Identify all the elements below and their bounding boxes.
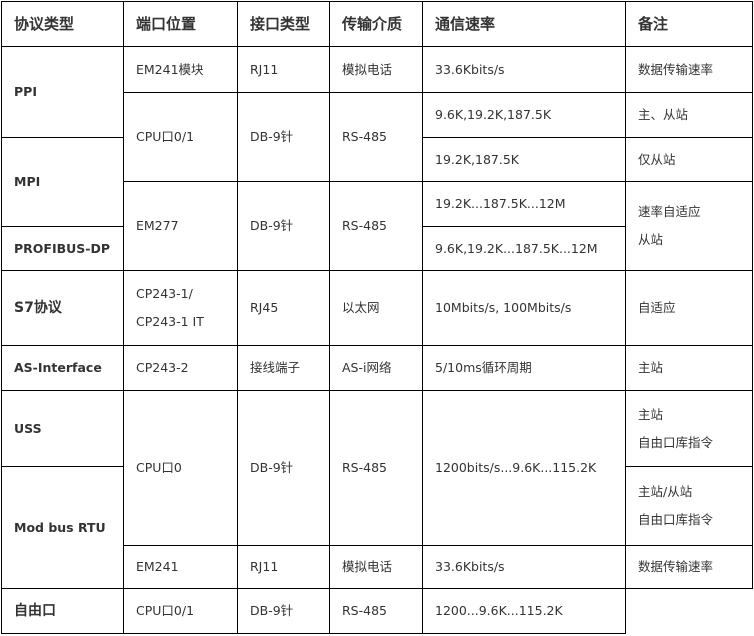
header-cell: 协议类型: [1, 1, 124, 47]
media-cell: 模拟电话: [329, 46, 423, 93]
header-cell: 端口位置: [123, 1, 238, 47]
note-cell: 主站 自由口库指令: [625, 390, 753, 467]
protocol-cell: USS: [1, 390, 124, 467]
interface-cell: RJ45: [237, 270, 330, 346]
media-cell: RS-485: [329, 181, 423, 271]
note-line: 自由口库指令: [638, 434, 714, 450]
media-cell: RS-485: [329, 588, 423, 634]
note-cell: 仅从站: [625, 137, 753, 182]
note-line: 自由口库指令: [638, 512, 714, 527]
interface-cell: 接线端子: [237, 345, 330, 391]
note-cell: 主站/从站自由口库指令: [625, 466, 753, 546]
rate-cell: 33.6Kbits/s: [422, 545, 626, 589]
protocol-cell: PROFIBUS-DP: [1, 226, 124, 271]
table-row: AS-Interface CP243-2 接线端子 AS-i网络 5/10ms循…: [1, 345, 753, 391]
header-cell: 传输介质: [329, 1, 423, 47]
rate-cell: 19.2K,187.5K: [422, 137, 626, 182]
table-row: USS CPU口0 DB-9针 RS-485 1200bits/s...9.6K…: [1, 390, 753, 546]
interface-cell: DB-9针: [237, 390, 330, 546]
media-cell: 以太网: [329, 270, 423, 346]
table-row: EM277 DB-9针 RS-485 19.2K...187.5K...12M …: [2, 181, 753, 271]
table-row: Mod bus RTU 主站/从站自由口库指令: [1, 466, 753, 589]
note-line: 主站/从站: [638, 484, 693, 499]
header-cell: 通信速率: [422, 1, 626, 47]
port-cell: EM277: [123, 181, 238, 271]
table-row: PPI EM241模块 RJ11 模拟电话 33.6Kbits/s 数据传输速率: [1, 46, 753, 138]
rate-cell: 9.6K,19.2K...187.5K...12M: [422, 226, 626, 271]
port-cell: CPU口0: [123, 390, 238, 546]
note-line: 从站: [638, 232, 664, 247]
rate-cell: 10Mbits/s, 100Mbits/s: [422, 270, 626, 346]
table-row: EM241 RJ11 模拟电话 33.6Kbits/s 数据传输速率: [2, 545, 753, 589]
media-cell: RS-485: [329, 92, 423, 182]
table-row: S7协议 CP243-1/CP243-1 IT RJ45 以太网 10Mbits…: [1, 270, 753, 346]
port-cell: CPU口0/1: [123, 92, 238, 182]
table-row: PROFIBUS-DP 9.6K,19.2K...187.5K...12M: [1, 226, 753, 271]
port-cell: CPU口0/1: [123, 588, 238, 634]
header-row: 协议类型 端口位置 接口类型 传输介质 通信速率 备注: [1, 1, 753, 47]
port-cell: CP243-1/CP243-1 IT: [123, 270, 238, 346]
media-cell: AS-i网络: [329, 345, 423, 391]
protocol-cell: S7协议: [1, 270, 124, 346]
port-cell: CP243-2: [123, 345, 238, 391]
interface-cell: DB-9针: [237, 588, 330, 634]
interface-cell: RJ11: [237, 46, 330, 93]
media-cell: 模拟电话: [329, 545, 423, 589]
protocol-cell: Mod bus RTU: [1, 466, 124, 589]
rate-cell: 33.6Kbits/s: [422, 46, 626, 93]
rate-cell: 1200...9.6K...115.2K: [422, 588, 626, 634]
header-cell: 接口类型: [237, 1, 330, 47]
note-cell: 自适应: [625, 270, 753, 346]
header-cell: 备注: [625, 1, 753, 47]
note-cell: 主站: [625, 345, 753, 391]
port-cell: EM241模块: [123, 46, 238, 93]
rate-cell: 1200bits/s...9.6K...115.2K: [422, 390, 626, 546]
rate-cell: 5/10ms循环周期: [422, 345, 626, 391]
interface-cell: RJ11: [237, 545, 330, 589]
note-line: 速率自适应: [638, 204, 701, 219]
note-line: 主站: [638, 406, 664, 422]
table-row: 自由口 CPU口0/1 DB-9针 RS-485 1200...9.6K...1…: [1, 588, 753, 634]
note-cell: 主、从站: [625, 92, 753, 138]
protocol-cell: AS-Interface: [1, 345, 124, 391]
table-row: MPI 19.2K,187.5K 仅从站: [1, 137, 753, 227]
media-cell: RS-485: [329, 390, 423, 546]
note-cell: 速率自适应 从站: [625, 181, 753, 271]
protocol-cell: 自由口: [1, 588, 124, 634]
port-cell: EM241: [123, 545, 238, 589]
interface-cell: DB-9针: [237, 92, 330, 182]
note-cell: 数据传输速率: [625, 545, 753, 589]
interface-cell: DB-9针: [237, 181, 330, 271]
rate-cell: 19.2K...187.5K...12M: [422, 181, 626, 227]
rate-cell: 9.6K,19.2K,187.5K: [422, 92, 626, 138]
note-cell: 数据传输速率: [625, 46, 753, 93]
protocol-cell: MPI: [1, 137, 124, 227]
protocol-cell: PPI: [1, 46, 124, 138]
port-line: CP243-1/: [136, 286, 193, 301]
port-line: CP243-1 IT: [136, 314, 204, 329]
note-cell-empty: [625, 588, 753, 634]
